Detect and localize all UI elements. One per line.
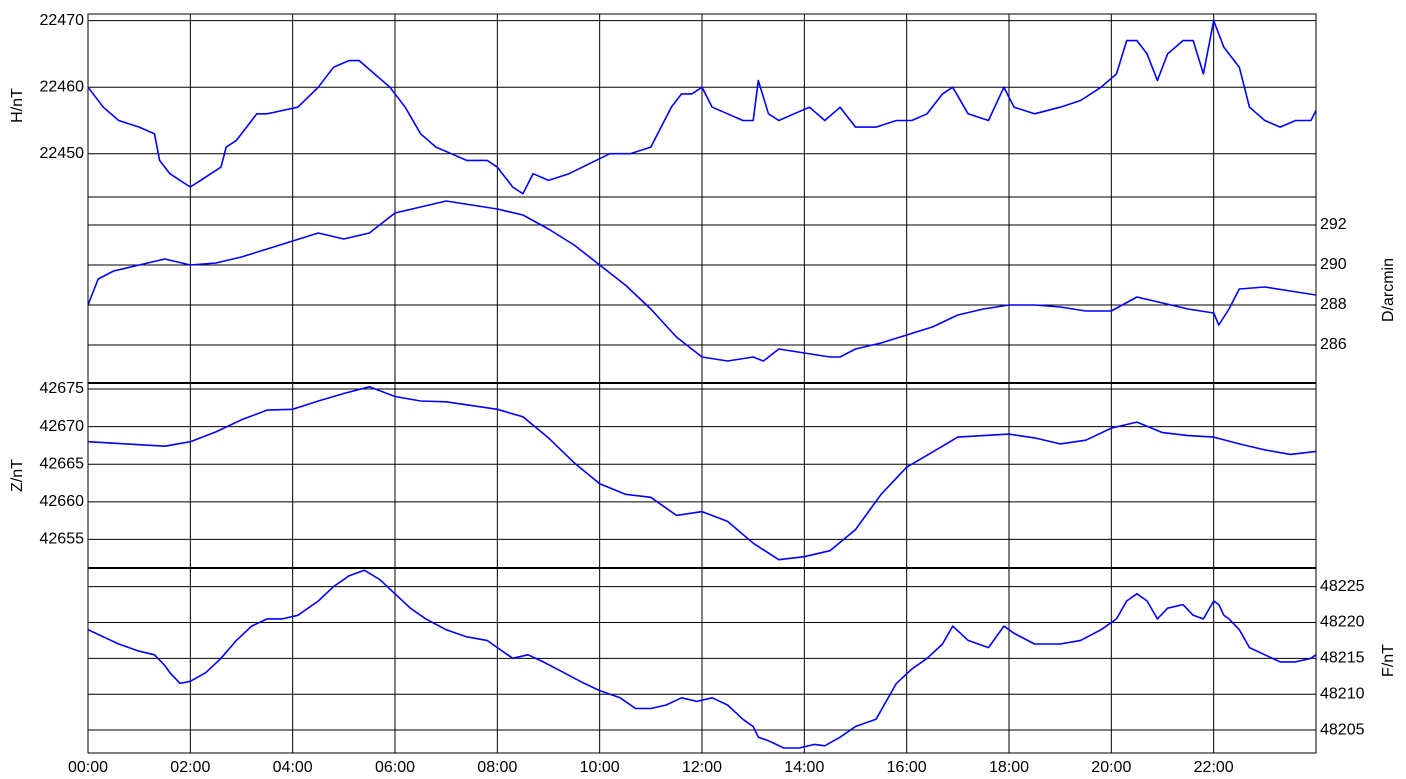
y-tick-label: 42660: [40, 493, 85, 510]
y-tick-label: 42675: [40, 380, 85, 397]
y-axis-label: F/nT: [1380, 644, 1397, 677]
y-tick-label: 48210: [1320, 685, 1365, 702]
plot-frame: [87, 13, 1317, 754]
y-tick-label: 22460: [40, 78, 85, 95]
y-axis-label: H/nT: [9, 88, 26, 123]
y-tick-label: 48225: [1320, 578, 1365, 595]
plot-area: 22470 22460 22450 H/nT 292 290 288 286 D/arcmin 4…: [9, 12, 1397, 776]
y-tick-label: 42665: [40, 455, 85, 472]
y-tick-label: 42670: [40, 418, 85, 435]
x-tick-label: 06:00: [375, 759, 415, 776]
x-tick-label: 18:00: [989, 759, 1029, 776]
y-axis-label: Z/nT: [9, 459, 26, 492]
y-tick-label: 286: [1320, 336, 1347, 353]
y-axis-label: D/arcmin: [1380, 258, 1397, 322]
y-tick-label: 42655: [40, 531, 85, 548]
series-line-Z: [87, 386, 1317, 561]
x-tick-label: 22:00: [1194, 759, 1234, 776]
x-tick-label: 10:00: [580, 759, 620, 776]
y-tick-label: 48215: [1320, 650, 1365, 667]
x-tick-label: 08:00: [477, 759, 517, 776]
x-tick-label: 16:00: [887, 759, 927, 776]
x-tick-label: 00:00: [68, 759, 108, 776]
y-tick-label: 22470: [40, 12, 85, 29]
y-tick-label: 48220: [1320, 614, 1365, 631]
series-line-H: [87, 19, 1317, 195]
x-tick-label: 12:00: [682, 759, 722, 776]
series-line-F: [87, 569, 1317, 749]
y-tick-label: 290: [1320, 256, 1347, 273]
y-tick-label: 22450: [40, 145, 85, 162]
y-tick-label: 48205: [1320, 721, 1365, 738]
y-tick-label: 288: [1320, 296, 1347, 313]
x-tick-label: 14:00: [784, 759, 824, 776]
series-line-D: [87, 200, 1317, 362]
x-tick-label: 02:00: [170, 759, 210, 776]
y-tick-label: 292: [1320, 216, 1347, 233]
x-tick-label: 04:00: [273, 759, 313, 776]
x-tick-label: 20:00: [1091, 759, 1131, 776]
